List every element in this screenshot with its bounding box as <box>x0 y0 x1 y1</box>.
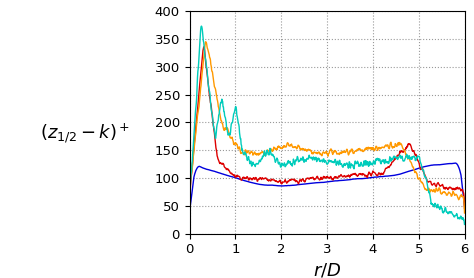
X-axis label: $r/D$: $r/D$ <box>313 262 341 278</box>
Text: $(z_{1/2} - k)^+$: $(z_{1/2} - k)^+$ <box>40 121 130 145</box>
